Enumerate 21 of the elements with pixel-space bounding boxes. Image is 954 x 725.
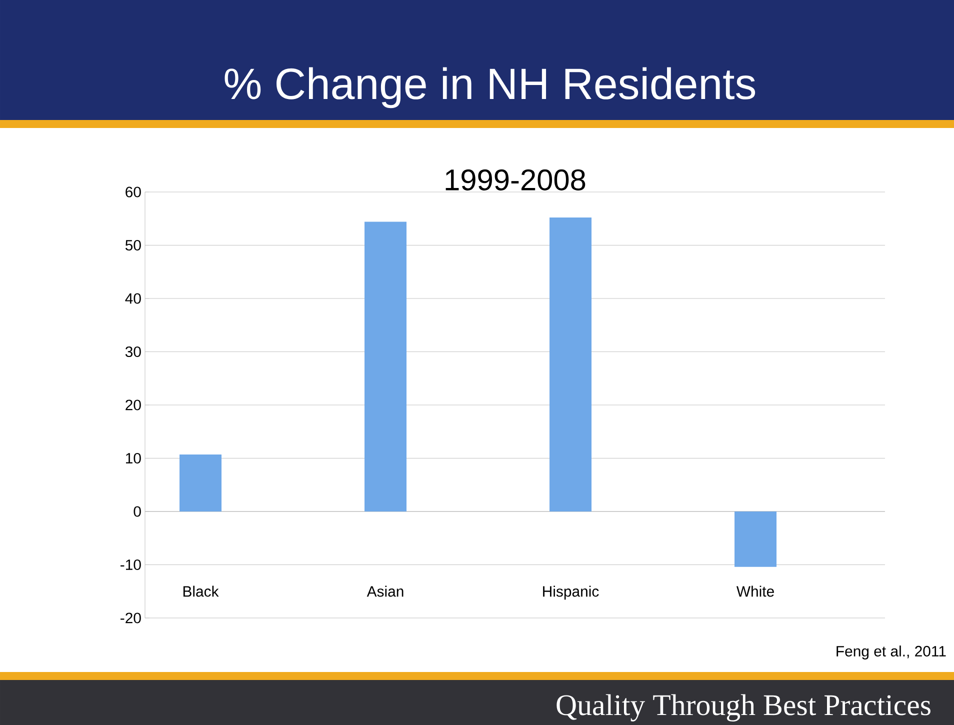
x-tick-label: White	[736, 586, 774, 597]
y-tick-label: 20	[126, 400, 141, 410]
x-tick-label: Asian	[366, 586, 404, 597]
y-tick-label: 0	[134, 506, 141, 517]
x-tick-label: Hispanic	[543, 586, 599, 600]
text: Feng et al., 2011	[836, 646, 946, 660]
bar	[364, 222, 407, 512]
chart-subtitle: 1999-2008	[446, 169, 586, 190]
y-tick-label: 50	[125, 240, 141, 251]
text: Quality Through Best Practices	[556, 694, 930, 722]
y-tick-label: 30	[125, 346, 141, 358]
bar	[550, 218, 592, 512]
x-tick-label: Black	[183, 586, 219, 597]
chart-title: % Change in NH Residents	[224, 67, 756, 108]
bar	[734, 511, 777, 567]
y-tick-label: -10	[120, 559, 141, 570]
y-tick-label: -20	[120, 612, 141, 624]
y-tick-label: 10	[126, 452, 141, 464]
y-tick-label: 60	[126, 186, 141, 198]
y-tick-label: 40	[125, 293, 141, 304]
bar	[180, 454, 222, 512]
